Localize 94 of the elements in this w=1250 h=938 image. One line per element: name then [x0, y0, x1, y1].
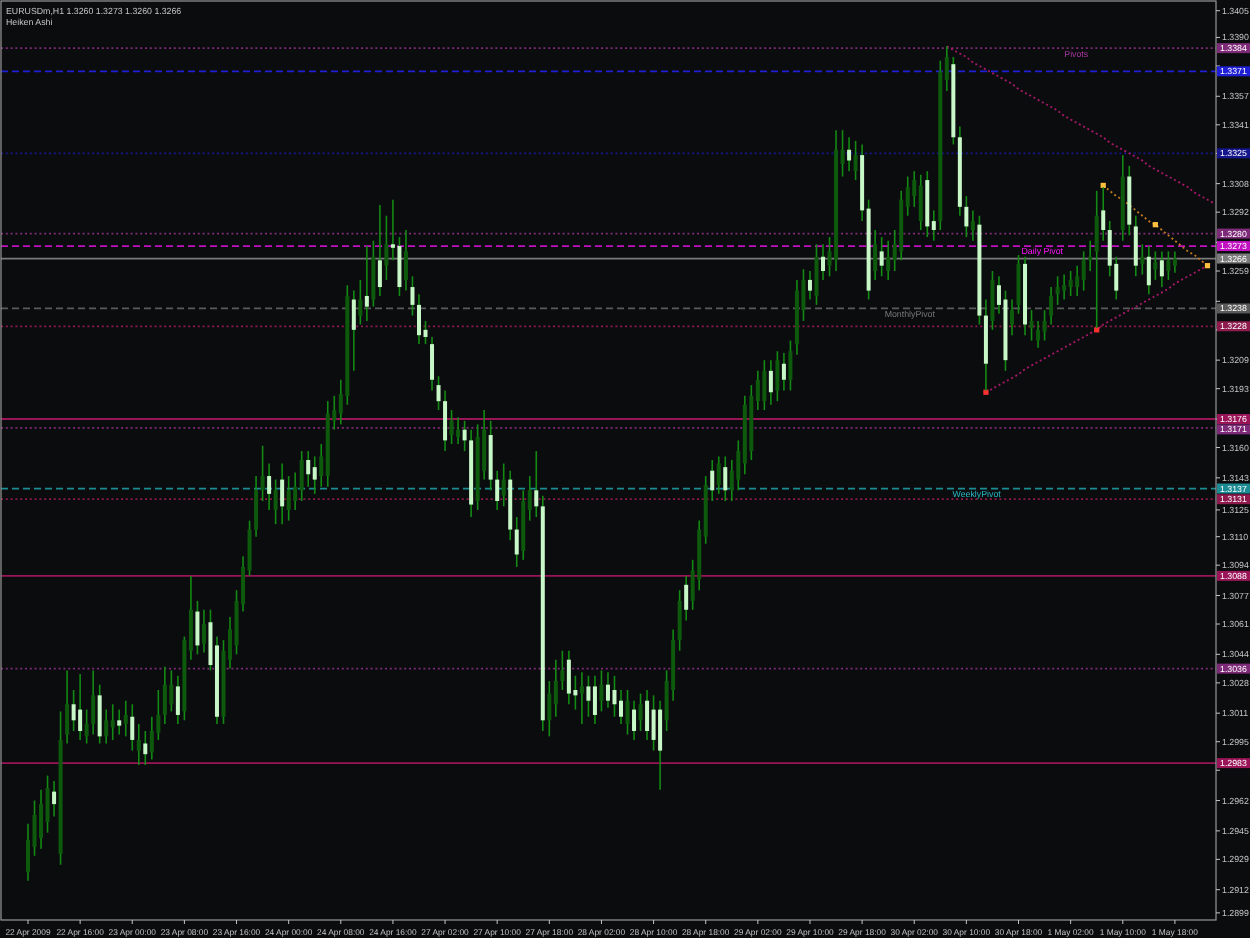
candlestick — [788, 339, 793, 392]
candlestick — [169, 669, 174, 713]
candlestick — [918, 173, 923, 231]
candlestick — [377, 204, 382, 297]
candlestick — [26, 822, 30, 882]
candlestick — [91, 669, 96, 736]
candlestick — [416, 293, 421, 345]
candlestick — [39, 789, 44, 850]
candlestick — [97, 683, 102, 745]
candlestick — [45, 774, 50, 834]
candlestick — [612, 674, 617, 718]
candlestick — [1029, 309, 1034, 342]
candlestick — [403, 229, 408, 292]
candlestick — [1009, 298, 1014, 336]
candlestick — [1036, 320, 1041, 349]
candlestick — [1068, 270, 1073, 297]
candlestick — [566, 649, 571, 706]
candlestick — [534, 450, 539, 518]
candlestick — [299, 450, 304, 502]
candlestick — [364, 245, 369, 322]
candlestick — [52, 780, 57, 818]
line-series — [1102, 184, 1209, 267]
candlestick — [260, 444, 265, 502]
candlestick — [286, 475, 291, 522]
candlestick — [456, 416, 461, 445]
candlestick — [358, 279, 363, 326]
candlestick — [645, 689, 650, 741]
candlestick — [1055, 275, 1060, 306]
point — [1152, 222, 1158, 228]
candlestick — [78, 673, 83, 741]
candlestick — [143, 730, 148, 766]
candlestick — [1049, 286, 1054, 326]
candlestick — [149, 715, 154, 761]
candlestick — [501, 462, 506, 508]
candlestick — [117, 708, 122, 736]
candlestick — [1133, 214, 1138, 278]
candlestick — [104, 708, 109, 745]
candlestick — [1159, 250, 1164, 288]
candlestick — [684, 575, 689, 622]
candlestick — [201, 608, 206, 654]
candlestick — [1166, 250, 1171, 281]
candlestick — [886, 239, 891, 281]
candlestick — [879, 236, 884, 278]
candlestick — [925, 170, 930, 238]
candlestick — [443, 389, 448, 452]
candlestick — [1140, 243, 1145, 276]
candlestick — [280, 462, 285, 525]
candlestick — [768, 359, 773, 406]
candlestick — [821, 243, 826, 281]
candlestick — [970, 209, 975, 242]
candlestick — [579, 671, 584, 725]
candlestick — [110, 703, 115, 741]
candlestick — [658, 699, 663, 791]
candlestick — [853, 140, 858, 181]
candlestick — [553, 658, 558, 718]
candlestick — [1016, 254, 1021, 315]
candlestick — [716, 455, 721, 495]
candlestick — [175, 674, 180, 725]
candlestick — [625, 689, 630, 736]
line-series — [945, 45, 1215, 205]
point — [1204, 263, 1211, 269]
candlestick — [136, 723, 141, 766]
candlestick — [267, 462, 272, 511]
candlestick — [762, 359, 767, 411]
candlestick — [873, 229, 878, 281]
candlestick — [162, 666, 167, 725]
candlestick — [586, 674, 591, 718]
candlestick — [1153, 250, 1158, 281]
candlestick — [775, 350, 780, 402]
candlestick — [306, 450, 311, 488]
candlestick — [1172, 250, 1177, 274]
candlestick — [1062, 273, 1067, 301]
candlestick — [632, 699, 637, 741]
candlestick — [651, 694, 656, 752]
candlestick — [430, 336, 435, 392]
candlestick — [807, 270, 812, 301]
candlestick — [605, 671, 610, 709]
candlestick — [847, 136, 852, 172]
candlestick — [1146, 245, 1151, 295]
candlestick — [638, 692, 643, 732]
candlestick — [1094, 189, 1099, 329]
candlestick — [619, 689, 623, 725]
point — [983, 389, 989, 395]
candlestick — [130, 703, 135, 752]
line-series — [985, 264, 1209, 394]
candlestick — [449, 409, 454, 445]
candlestick — [1075, 264, 1080, 297]
candlestick — [781, 352, 786, 392]
candlestick — [592, 674, 597, 725]
candlestick — [723, 455, 728, 502]
candlestick — [351, 289, 356, 372]
candlestick — [547, 680, 552, 738]
candlestick — [814, 243, 819, 306]
candlestick — [195, 600, 200, 656]
